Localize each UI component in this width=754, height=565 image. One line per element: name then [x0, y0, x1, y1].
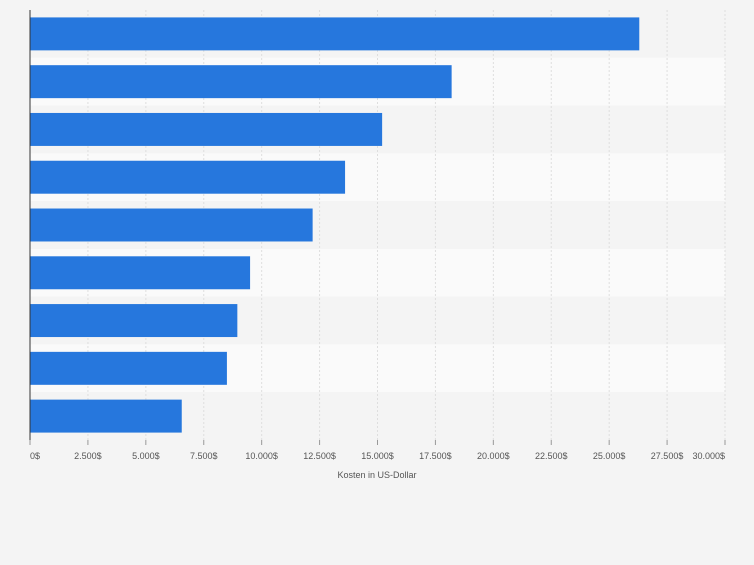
- x-tick-label: 0$: [30, 451, 40, 461]
- x-tick-label: 22.500$: [535, 451, 568, 461]
- bar: [30, 208, 313, 242]
- bars: [30, 17, 640, 433]
- x-tick-label: 30.000$: [692, 451, 725, 461]
- x-axis-label: Kosten in US-Dollar: [337, 470, 416, 480]
- x-tick-label: 17.500$: [419, 451, 452, 461]
- x-tick-label: 12.500$: [303, 451, 336, 461]
- x-tick-label: 10.000$: [245, 451, 278, 461]
- bar: [30, 112, 383, 146]
- x-tick-label: 20.000$: [477, 451, 510, 461]
- x-tick-label: 15.000$: [361, 451, 394, 461]
- x-tick-label: 5.000$: [132, 451, 160, 461]
- bar: [30, 17, 640, 51]
- x-tick-label: 7.500$: [190, 451, 218, 461]
- bar: [30, 65, 452, 99]
- bar: [30, 256, 251, 290]
- bar: [30, 399, 182, 433]
- x-tick-label: 25.000$: [593, 451, 626, 461]
- bar: [30, 160, 346, 194]
- x-tick-labels: 0$ 2.500$ 5.000$ 7.500$ 10.000$ 12.500$ 15.000…: [29, 440, 726, 461]
- bar: [30, 304, 238, 338]
- x-tick-label: 27.500$: [651, 451, 684, 461]
- bar: [30, 351, 227, 385]
- x-tick-label: 2.500$: [74, 451, 102, 461]
